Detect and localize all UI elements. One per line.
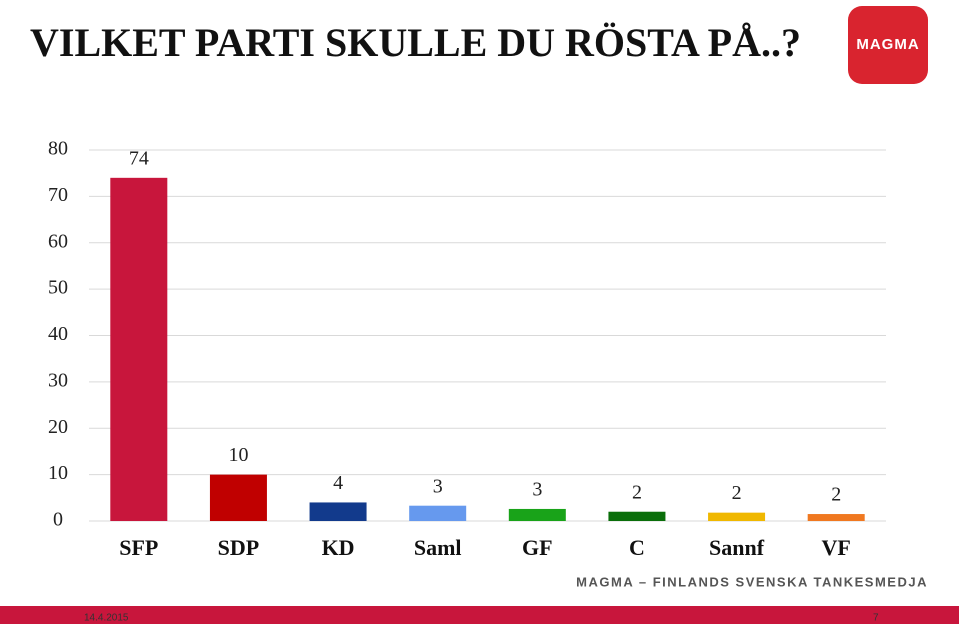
y-tick-label: 20 [48,416,68,438]
data-label: 74 [129,147,149,169]
x-tick-label: C [629,535,645,560]
y-tick-label: 70 [48,184,68,206]
y-tick-label: 80 [48,138,68,160]
logo-box [848,6,928,84]
x-tick-label: KD [322,535,355,560]
data-label: 2 [732,482,742,504]
logo-text: MAGMA [856,36,919,53]
chart-title: VILKET PARTI SKULLE DU RÖSTA PÅ..? [30,20,801,65]
y-tick-label: 50 [48,277,68,299]
data-label: 4 [333,472,343,494]
y-tick-label: 0 [53,509,63,531]
date: 14.4.2015 [84,613,129,624]
bar [708,512,766,521]
bar [110,177,168,521]
y-tick-label: 60 [48,230,68,252]
bar [508,508,566,521]
bar [209,474,267,521]
y-tick-label: 40 [48,323,68,345]
x-tick-label: SFP [119,535,158,560]
x-tick-label: Sannf [709,535,765,560]
bar [309,502,367,521]
data-label: 3 [532,479,542,501]
y-tick-label: 10 [48,462,68,484]
bar [608,511,666,521]
page-number: 7 [873,613,879,624]
plot: 0 10 20 30 40 50 60 70 80 SFP 74 SDP 10 KD 4 Saml 3 GF 3 C 2… [48,138,886,560]
footer-band [0,606,959,624]
y-tick-label: 30 [48,369,68,391]
x-tick-label: SDP [218,535,260,560]
x-tick-label: Saml [414,535,462,560]
data-label: 2 [831,484,841,506]
data-label: 10 [228,444,248,466]
data-label: 2 [632,481,642,503]
data-label: 3 [433,475,443,497]
x-tick-label: VF [822,535,851,560]
bar [409,505,467,521]
bar [807,514,865,521]
x-tick-label: GF [522,535,553,560]
tagline: MAGMA – FINLANDS SVENSKA TANKESMEDJA [576,574,928,589]
